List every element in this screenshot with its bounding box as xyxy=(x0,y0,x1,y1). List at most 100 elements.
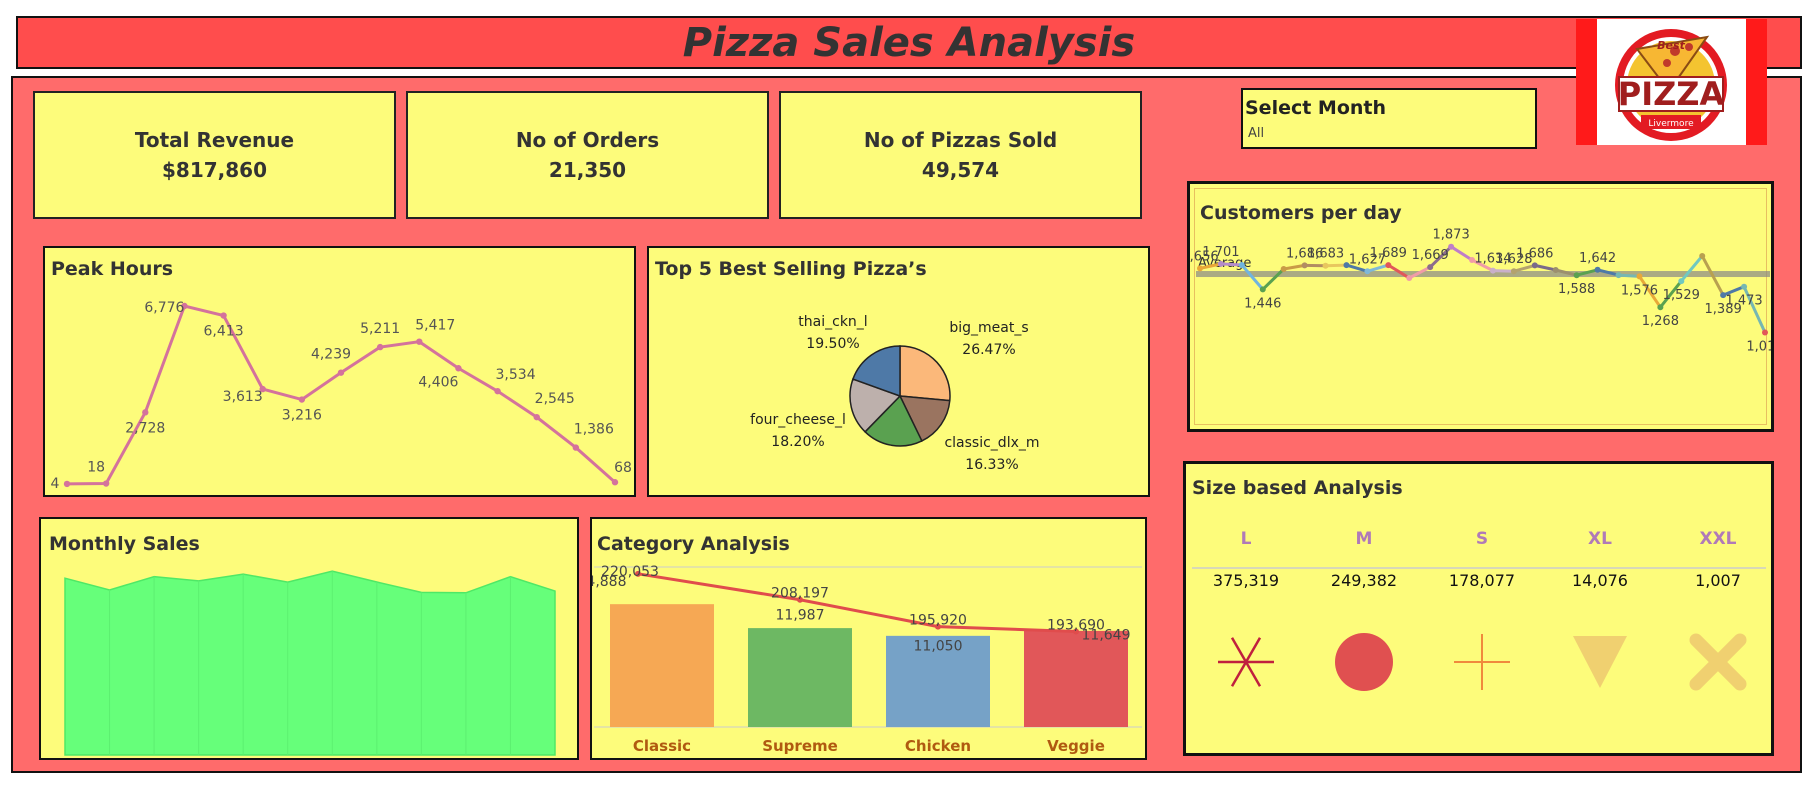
data-label: 1,627 xyxy=(1349,252,1386,267)
monthly-sales-chart xyxy=(64,570,556,756)
top5-pie-chart: big_meat_s 26.47% classic_dlx_m 16.33% four_… xyxy=(750,314,1039,473)
chart-title: Monthly Sales xyxy=(49,533,200,555)
data-label: 1,689 xyxy=(1370,246,1407,261)
customers-line-segment xyxy=(1346,263,1368,273)
customers-per-day-panel: Customers per day Average1,6561,7011,446… xyxy=(1187,181,1774,432)
customers-line-segment xyxy=(1638,275,1662,309)
data-label: 3,534 xyxy=(496,367,536,383)
customers-line-segment xyxy=(1429,245,1453,269)
logo-bottom-text: Livermore xyxy=(1648,119,1694,129)
data-label: 1,686 xyxy=(1516,246,1553,261)
data-label: 1,873 xyxy=(1433,228,1470,243)
data-label: 3,216 xyxy=(282,408,322,424)
data-label: 2,728 xyxy=(125,420,165,436)
data-label: 1,686 xyxy=(1286,246,1323,261)
data-label: 2,545 xyxy=(535,391,575,407)
data-label: 18 xyxy=(87,460,105,476)
customers-line-segment xyxy=(1742,286,1767,334)
peak-hours-point xyxy=(259,385,266,393)
customers-line-segment xyxy=(1492,269,1514,273)
asterisk-icon xyxy=(1230,637,1262,687)
peak-hours-point xyxy=(533,413,540,421)
peak-hours-point xyxy=(220,312,227,319)
peak-hours-point xyxy=(611,479,619,486)
size-value: 178,077 xyxy=(1449,571,1515,590)
data-label: 193,690 xyxy=(1047,617,1105,633)
filter-value[interactable]: All xyxy=(1248,126,1265,141)
customers-point xyxy=(1322,262,1329,269)
customers-point xyxy=(1448,243,1455,250)
kpi-orders: No of Orders 21,350 xyxy=(406,91,769,219)
page-title: Pizza Sales Analysis xyxy=(682,19,1136,66)
customers-line-segment xyxy=(1408,265,1431,280)
customers-line-segment xyxy=(1534,263,1557,272)
category-revenue-point xyxy=(635,570,641,577)
customers-line-segment xyxy=(1597,268,1619,277)
pie-label: four_cheese_l xyxy=(750,412,846,428)
customers-line-segment xyxy=(1261,267,1285,291)
data-label: 1,588 xyxy=(1558,282,1595,297)
size-header: S xyxy=(1476,529,1488,549)
peak-hours-point xyxy=(181,302,188,310)
customers-point xyxy=(1259,286,1266,293)
data-label: 1,576 xyxy=(1621,283,1658,298)
customers-line-segment xyxy=(1700,255,1725,296)
data-label: 195,920 xyxy=(909,613,967,629)
category-analysis-panel: Category Analysis Classic Supreme Chicken V… xyxy=(590,517,1147,760)
data-label: 4 xyxy=(51,476,60,492)
data-label: 1,529 xyxy=(1663,288,1700,303)
data-label: 1,634 xyxy=(1474,252,1511,267)
customers-line-segment xyxy=(1325,263,1347,268)
pie-label: thai_ckn_l xyxy=(798,314,867,330)
peak-hours-chart: 4 18 2,728 6,776 6,413 3,613 3,216 4,239 5,211 5,… xyxy=(51,300,632,492)
category-tick-label: Chicken xyxy=(905,737,971,755)
kpi-label: Total Revenue xyxy=(134,128,295,152)
month-filter[interactable]: Select Month All xyxy=(1241,88,1537,149)
pie-slice xyxy=(864,394,923,447)
size-header: L xyxy=(1241,529,1252,549)
pie-label: classic_dlx_m xyxy=(944,435,1039,451)
pie-percent: 26.47% xyxy=(962,342,1015,358)
peak-hours-line xyxy=(66,304,616,486)
monthly-sales-area xyxy=(64,570,556,756)
pie-slice xyxy=(898,395,951,442)
pie-slice xyxy=(899,345,951,402)
customers-line-segment xyxy=(1659,280,1683,309)
data-label: 4,239 xyxy=(311,347,351,363)
customers-point xyxy=(1720,292,1727,299)
customers-point xyxy=(1594,266,1601,273)
kpi-pizzas-sold: No of Pizzas Sold 49,574 xyxy=(779,91,1142,219)
peak-hours-point xyxy=(102,480,110,487)
data-label: 208,197 xyxy=(771,586,829,602)
peak-hours-point xyxy=(337,369,345,376)
data-label: 1,386 xyxy=(574,422,614,438)
data-label: 1,389 xyxy=(1705,302,1742,317)
data-label: 11,987 xyxy=(776,608,825,624)
customers-point xyxy=(1217,260,1224,267)
data-label: 11,649 xyxy=(1082,627,1131,643)
category-bar xyxy=(1024,630,1128,727)
chart-title: Peak Hours xyxy=(51,258,174,280)
category-revenue-point xyxy=(935,623,941,630)
customers-point xyxy=(1364,268,1371,275)
data-label: 5,211 xyxy=(360,321,400,337)
customers-line-segment xyxy=(1240,264,1264,291)
customers-line-segment xyxy=(1618,273,1640,278)
customers-point xyxy=(1427,264,1434,271)
data-label: 1,268 xyxy=(1642,314,1679,329)
data-label: 1,701 xyxy=(1202,245,1239,260)
kpi-value: $817,860 xyxy=(161,158,267,182)
size-header: XL xyxy=(1588,529,1612,549)
average-reference-line xyxy=(1196,271,1770,278)
chart-title: Customers per day xyxy=(1200,202,1402,224)
customers-point xyxy=(1406,275,1413,281)
size-value: 249,382 xyxy=(1331,571,1397,590)
category-revenue-line xyxy=(637,572,1077,633)
data-label: 220,053 xyxy=(601,564,659,580)
customers-line-segment xyxy=(1513,263,1536,273)
title-bar: Pizza Sales Analysis xyxy=(16,16,1802,69)
data-label: 1,656 xyxy=(1190,249,1219,264)
kpi-label: No of Orders xyxy=(515,128,660,152)
category-bar xyxy=(610,604,714,727)
customers-point xyxy=(1510,268,1517,275)
